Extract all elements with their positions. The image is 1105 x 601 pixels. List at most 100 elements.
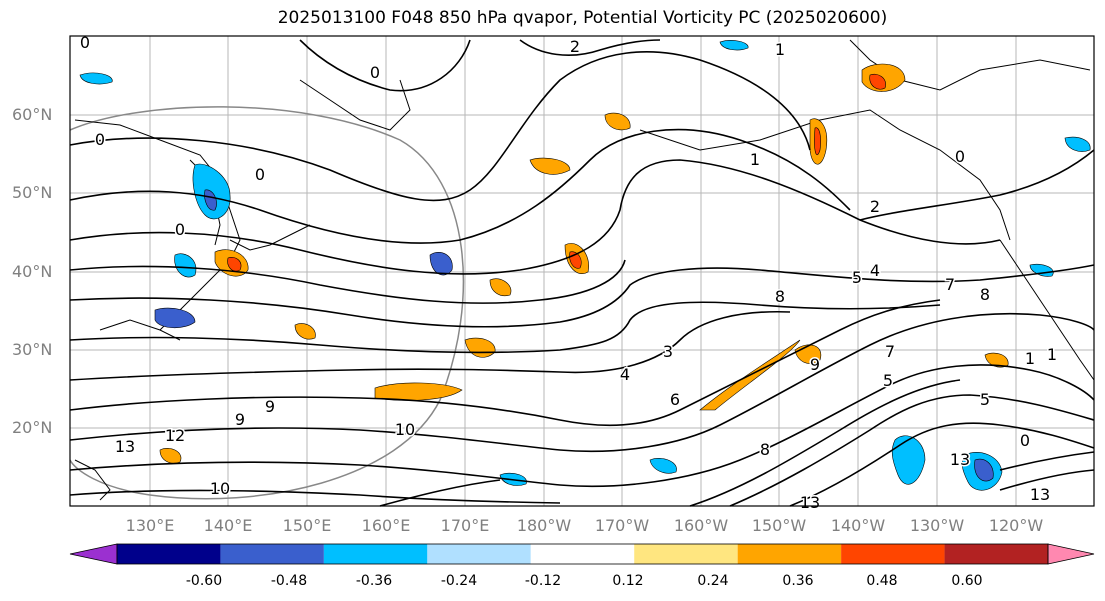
range-ring	[69, 106, 465, 500]
contour-label: 2	[570, 37, 580, 56]
lat-label-50n: 50°N	[12, 183, 53, 202]
colorbar	[69, 543, 1095, 565]
lon-label-150w: 150°W	[751, 516, 807, 535]
colorbar-segment	[737, 544, 842, 564]
contour-label: 2	[870, 197, 880, 216]
lon-label-130w: 130°W	[909, 516, 965, 535]
colorbar-tick: -0.24	[440, 573, 478, 589]
contour-label: 13	[950, 450, 970, 469]
contour-label: 7	[885, 342, 895, 361]
colorbar-extend-low	[69, 543, 118, 565]
lon-label-130e: 130°E	[125, 516, 175, 535]
shading-blob	[814, 127, 821, 155]
contour-label: 13	[800, 493, 820, 512]
lat-label-40n: 40°N	[12, 262, 53, 281]
colorbar-segment	[117, 544, 221, 564]
shading-blob	[984, 352, 1009, 368]
colorbar-segment	[530, 544, 635, 564]
shading-blob	[891, 435, 926, 485]
contour-label: 0	[370, 63, 380, 82]
contour-label: 10	[210, 479, 230, 498]
qvapor-shading	[79, 40, 1091, 491]
contour-label: 0	[175, 220, 185, 239]
lon-label-140w: 140°W	[830, 516, 886, 535]
contour-label: 13	[1030, 485, 1050, 504]
colorbar-tick: -0.60	[185, 573, 223, 589]
shading-blob	[154, 307, 196, 329]
lon-label-170w: 170°W	[594, 516, 650, 535]
shading-blob	[429, 251, 453, 276]
shading-blob	[79, 72, 113, 85]
colorbar-tick: 0.60	[951, 573, 983, 589]
colorbar-segment	[323, 544, 428, 564]
map-frame	[69, 35, 1095, 507]
colorbar-segment	[220, 544, 324, 564]
contour-label: 1	[775, 40, 785, 59]
contour-label: 10	[395, 420, 415, 439]
shading-blob	[649, 458, 677, 474]
contour-label: 8	[775, 287, 785, 306]
colorbar-extend-high	[1047, 543, 1095, 565]
shading-blob	[227, 257, 242, 272]
colorbar-segment	[634, 544, 738, 564]
contour-label: 7	[945, 275, 955, 294]
colorbar-segment	[944, 544, 1048, 564]
contour-label: 13	[115, 437, 135, 456]
shading-blob	[529, 157, 571, 175]
colorbar-segment	[841, 544, 945, 564]
contour-label: 9	[235, 410, 245, 429]
shading-blob	[1064, 136, 1091, 152]
colorbar-tick: 0.24	[697, 573, 729, 589]
colorbar-tick: -0.48	[270, 573, 308, 589]
colorbar-tick: -0.12	[524, 573, 562, 589]
shading-blob	[204, 189, 217, 211]
colorbar-tick: 0.36	[782, 573, 814, 589]
shading-blob	[1029, 263, 1054, 277]
contour-label: 1	[750, 150, 760, 169]
contour-label: 6	[670, 390, 680, 409]
lon-label-170e: 170°E	[440, 516, 490, 535]
shading-blob	[974, 458, 994, 482]
contour-label: 0	[955, 147, 965, 166]
lon-label-160w: 160°W	[673, 516, 729, 535]
lat-label-30n: 30°N	[12, 340, 53, 359]
contour-label: 4	[620, 365, 630, 384]
shading-blob	[489, 278, 512, 297]
lon-label-150e: 150°E	[282, 516, 332, 535]
contour-label: 4	[870, 261, 880, 280]
colorbar-tick: 0.12	[612, 573, 644, 589]
colorbar-tick: 0.48	[866, 573, 898, 589]
shading-blob	[604, 112, 631, 131]
colorbar-border	[116, 543, 1049, 565]
contour-label: 5	[980, 390, 990, 409]
lon-label-120w: 120°W	[988, 516, 1044, 535]
contour-label: 3	[663, 342, 673, 361]
contour-label: 0	[80, 33, 90, 52]
contour-label: 5	[852, 268, 862, 287]
contour-label: 8	[760, 440, 770, 459]
contour-label: 9	[810, 355, 820, 374]
lat-label-60n: 60°N	[12, 105, 53, 124]
lon-label-180w: 180°W	[516, 516, 572, 535]
contour-label: 0	[255, 165, 265, 184]
contour-label: 5	[883, 371, 893, 390]
colorbar-tick: -0.36	[355, 573, 393, 589]
shading-blob	[294, 323, 316, 340]
shading-blob	[719, 40, 749, 51]
contour-label: 8	[980, 285, 990, 304]
lon-label-160e: 160°E	[361, 516, 411, 535]
map-title: 2025013100 F048 850 hPa qvapor, Potentia…	[277, 8, 888, 28]
contour-label: 0	[1020, 431, 1030, 450]
lat-label-20n: 20°N	[12, 418, 53, 437]
shading-blob	[159, 448, 182, 464]
contour-label: 12	[165, 426, 185, 445]
contour-label: 0	[95, 130, 105, 149]
contour-label: 9	[265, 397, 275, 416]
colorbar-segment	[427, 544, 531, 564]
pv-contours	[69, 39, 1095, 507]
lon-label-140e: 140°E	[203, 516, 253, 535]
contour-label: 1	[1047, 345, 1057, 364]
contour-label: 1	[1025, 349, 1035, 368]
